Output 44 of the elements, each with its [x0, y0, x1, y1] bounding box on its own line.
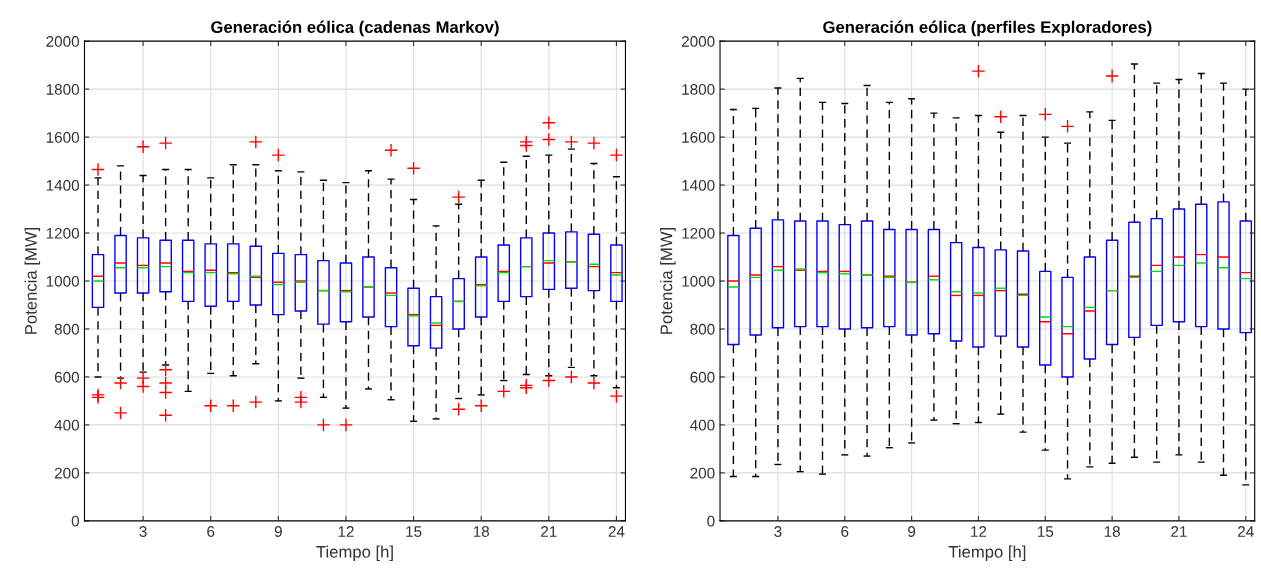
chart-title: Generación eólica (cadenas Markov) [211, 20, 499, 37]
x-tick-label: 9 [274, 526, 282, 537]
x-tick-label: 3 [139, 526, 147, 537]
y-tick-label: 1600 [682, 131, 715, 143]
y-tick-label: 600 [690, 371, 715, 383]
x-tick-label: 12 [971, 526, 987, 537]
y-tick-label: 1800 [682, 84, 715, 95]
y-tick-label: 1000 [682, 275, 715, 287]
y-tick-label: 1000 [46, 275, 80, 287]
chart-title: Generación eólica (perfiles Exploradores) [823, 20, 1152, 37]
x-tick-label: 6 [841, 526, 849, 537]
y-axis-title: Potencia [MW] [24, 228, 41, 334]
x-tick-label: 12 [338, 526, 354, 537]
x-tick-label: 18 [1104, 526, 1120, 537]
y-tick-label: 200 [690, 467, 715, 479]
y-tick-label: 2000 [46, 36, 80, 47]
x-tick-label: 24 [1238, 526, 1254, 537]
y-tick-label: 200 [54, 467, 80, 479]
y-tick-label: 2000 [681, 36, 715, 47]
x-axis-title: Tiempo [h] [316, 545, 393, 562]
y-tick-label: 1400 [46, 179, 80, 191]
x-tick-label: 18 [473, 526, 490, 537]
x-tick-label: 21 [541, 526, 557, 537]
y-tick-label: 1200 [682, 227, 715, 239]
x-tick-label: 24 [608, 526, 625, 537]
y-tick-label: 0 [71, 515, 80, 527]
y-tick-label: 600 [54, 371, 80, 383]
x-tick-label: 15 [406, 526, 422, 537]
y-tick-label: 1600 [46, 131, 80, 143]
y-tick-label: 400 [690, 419, 715, 431]
y-tick-label: 800 [54, 323, 80, 335]
y-tick-label: 800 [690, 323, 715, 335]
y-tick-label: 1400 [682, 179, 715, 191]
x-tick-label: 9 [908, 526, 916, 537]
x-axis-title: Tiempo [h] [948, 545, 1026, 562]
x-tick-label: 3 [774, 526, 782, 537]
y-tick-label: 1800 [46, 84, 80, 95]
x-tick-label: 6 [207, 526, 215, 537]
y-tick-label: 1200 [46, 227, 80, 239]
x-tick-label: 21 [1171, 526, 1187, 537]
y-tick-label: 400 [54, 419, 80, 431]
y-tick-label: 0 [707, 515, 715, 527]
y-axis-title: Potencia [MW] [660, 228, 676, 334]
x-tick-label: 15 [1037, 526, 1054, 537]
